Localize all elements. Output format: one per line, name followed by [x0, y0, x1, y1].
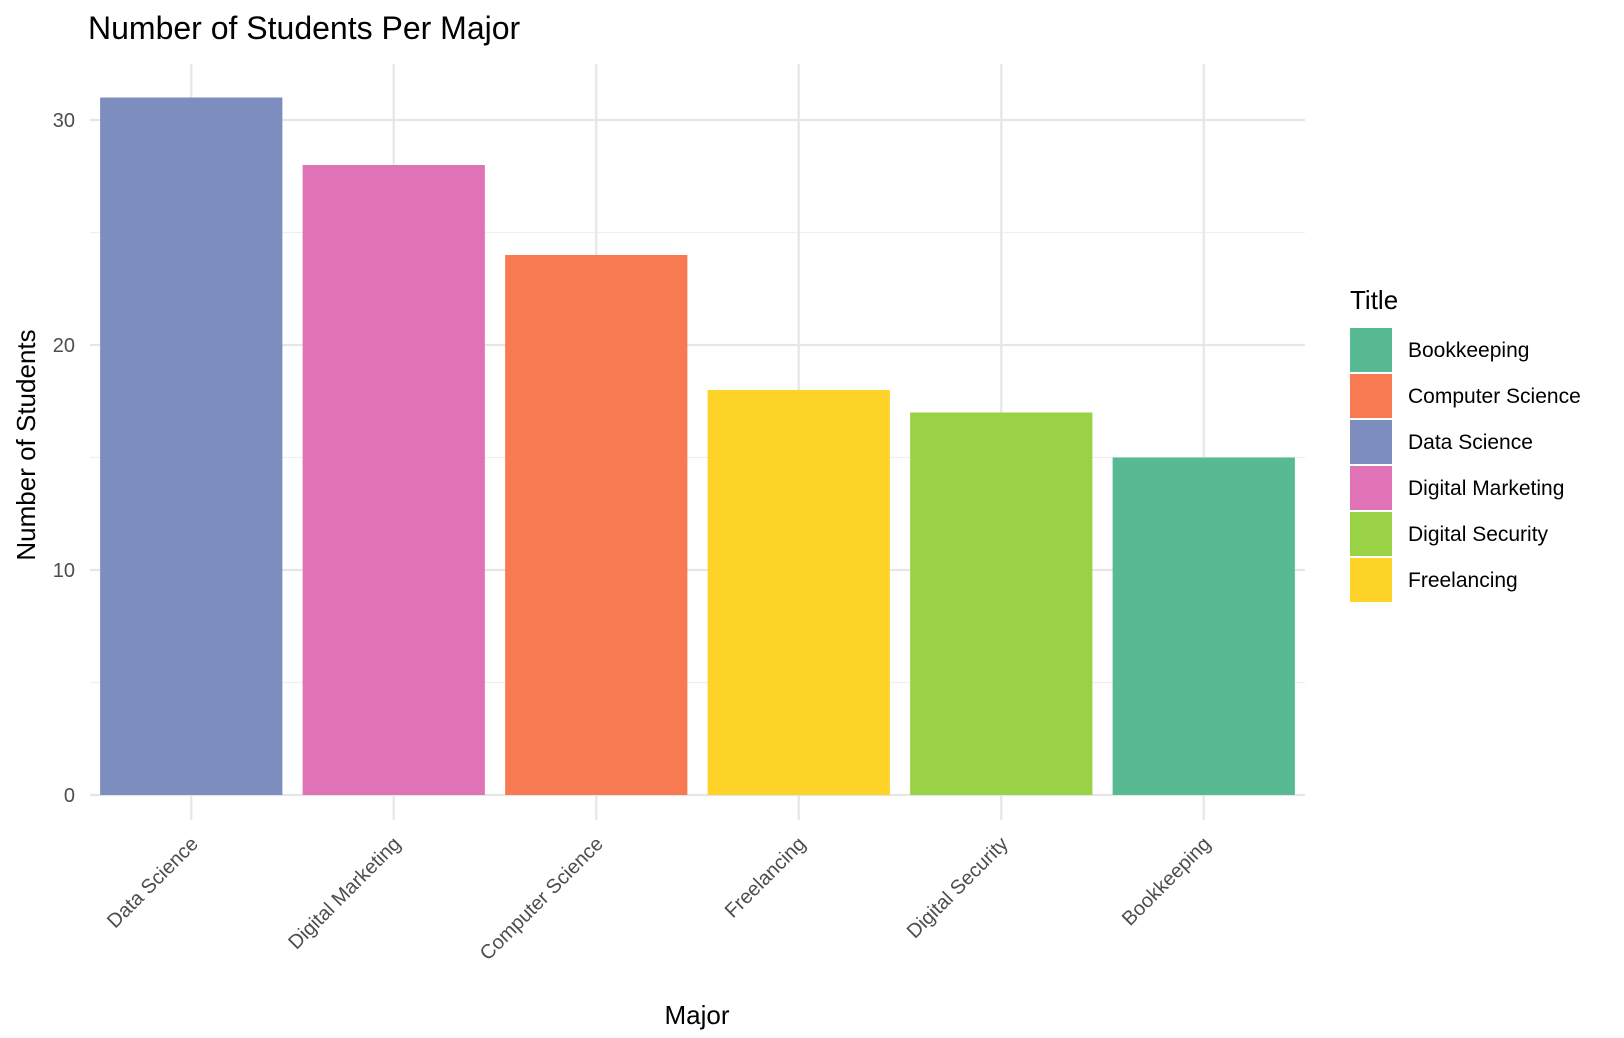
- bar: [1112, 457, 1295, 795]
- legend-key: [1350, 328, 1392, 372]
- x-tick-label: Digital Marketing: [284, 833, 405, 954]
- legend-label: Bookkeeping: [1408, 339, 1529, 362]
- bar: [910, 412, 1093, 795]
- y-axis-title: Number of Students: [11, 329, 41, 560]
- y-tick-label: 10: [53, 560, 75, 582]
- bar: [707, 390, 890, 795]
- legend-title: Title: [1350, 285, 1398, 315]
- y-tick-label: 0: [64, 785, 75, 807]
- bar: [100, 97, 283, 795]
- legend-key: [1350, 374, 1392, 418]
- legend: Title Bookkeeping Computer Science Data Sc…: [1350, 285, 1581, 602]
- x-tick-label: Data Science: [103, 833, 203, 933]
- x-tick-label: Freelancing: [721, 833, 810, 922]
- x-tick-label: Computer Science: [476, 833, 608, 965]
- legend-key: [1350, 466, 1392, 510]
- legend-key: [1350, 558, 1392, 602]
- chart-title: Number of Students Per Major: [88, 10, 521, 46]
- legend-label: Digital Marketing: [1408, 477, 1564, 500]
- x-tick-label: Bookkeeping: [1118, 833, 1215, 930]
- bars: [100, 97, 1295, 795]
- x-tick-labels: Data Science Digital Marketing Computer Sc…: [103, 833, 1215, 965]
- x-tick-label: Digital Security: [903, 833, 1013, 943]
- legend-label: Digital Security: [1408, 523, 1549, 546]
- legend-key: [1350, 420, 1392, 464]
- legend-label: Freelancing: [1408, 569, 1518, 592]
- bar: [302, 165, 485, 795]
- y-tick-labels: 0 10 20 30: [53, 110, 75, 807]
- legend-key: [1350, 512, 1392, 556]
- y-tick-label: 20: [53, 335, 75, 357]
- bar: [505, 255, 688, 795]
- y-tick-label: 30: [53, 110, 75, 132]
- legend-label: Computer Science: [1408, 385, 1581, 408]
- legend-label: Data Science: [1408, 431, 1533, 454]
- x-axis-title: Major: [664, 1000, 729, 1030]
